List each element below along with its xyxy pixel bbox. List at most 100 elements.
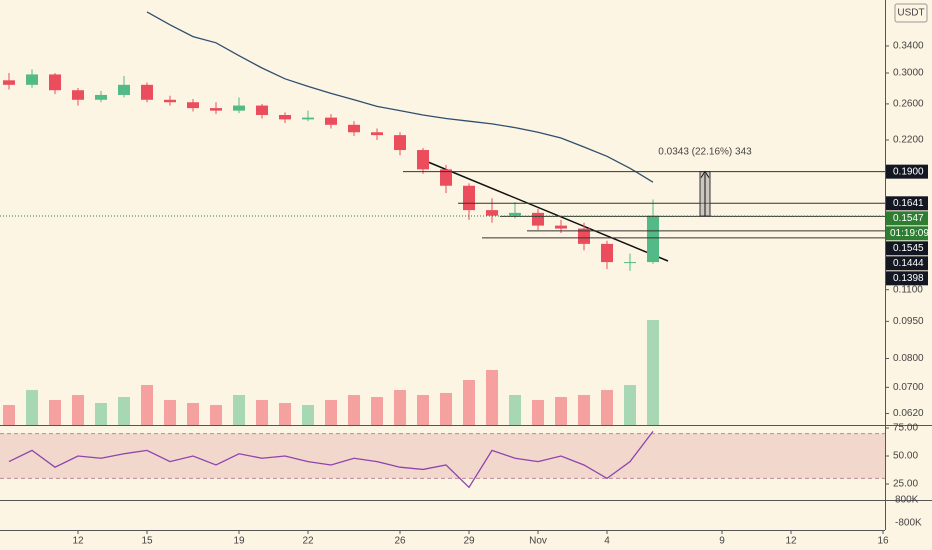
x-tick-label: 29 — [463, 536, 475, 547]
volume-bar — [302, 405, 314, 425]
price-tag-label: 0.1444 — [893, 258, 924, 269]
candle-body — [624, 262, 636, 264]
candle-body — [601, 243, 613, 263]
candle-body — [49, 74, 61, 91]
x-tick-label: 16 — [877, 536, 889, 547]
volume-bar — [394, 390, 406, 425]
volume-bar — [164, 400, 176, 425]
volume-bar — [486, 370, 498, 425]
rsi-tick-label: 75.00 — [893, 423, 918, 434]
candle-body — [95, 94, 107, 100]
volume-bar — [279, 403, 291, 425]
lower-pane-label: -800K — [895, 518, 922, 529]
price-tag — [886, 256, 928, 271]
volume-bar — [26, 390, 38, 425]
measure-arrowhead — [700, 170, 710, 178]
lower-pane-label: 800K — [895, 495, 919, 506]
candle-body — [417, 150, 429, 170]
price-tag-label: 0.1547 — [893, 213, 924, 224]
candle-body — [486, 210, 498, 216]
y-tick-label: 0.0950 — [893, 316, 924, 327]
price-tag-label: 0.1900 — [893, 166, 924, 177]
candle-body — [325, 117, 337, 125]
x-tick-label: 22 — [302, 536, 314, 547]
price-tag-label: 0.1641 — [893, 198, 924, 209]
x-tick-label: 15 — [141, 536, 153, 547]
price-tag — [886, 241, 928, 256]
moving-average — [146, 11, 654, 183]
volume-bar — [532, 400, 544, 425]
candle-body — [555, 225, 567, 229]
price-tag — [886, 211, 928, 226]
candle-body — [463, 185, 475, 211]
volume-bar — [417, 395, 429, 425]
currency: USDT — [897, 8, 924, 19]
price-tag-label: 0.1545 — [893, 243, 924, 254]
candle-body — [118, 84, 130, 95]
y-tick-label: 0.1100 — [893, 284, 923, 295]
volume-bar — [118, 397, 130, 425]
volume-bar — [371, 397, 383, 425]
x-tick-label: 12 — [72, 536, 84, 547]
candle-body — [210, 108, 222, 111]
candle-body — [164, 99, 176, 103]
candle-body — [187, 102, 199, 109]
y-tick-label: 0.3000 — [893, 68, 924, 79]
candle-body — [3, 80, 15, 85]
candle-body — [532, 212, 544, 226]
volume-bar — [348, 395, 360, 425]
x-tick-label: 12 — [785, 536, 797, 547]
volume-bar — [647, 320, 659, 425]
candle-body — [72, 90, 84, 100]
price-tag — [886, 164, 928, 179]
rsi-tick-label: 50.00 — [893, 451, 918, 462]
volume-bar — [325, 400, 337, 425]
currency-box — [894, 3, 928, 23]
y-tick-label: 0.0800 — [893, 353, 924, 364]
volume-bar — [95, 403, 107, 425]
y-tick-label: 0.2600 — [893, 99, 924, 110]
candle-body — [509, 212, 521, 216]
candle-body — [279, 114, 291, 120]
y-tick-label: 0.0620 — [893, 408, 924, 419]
volume-bar — [555, 397, 567, 425]
volume-bar — [463, 380, 475, 425]
price-tag-label: 0.1398 — [893, 273, 924, 284]
volume-bar — [624, 385, 636, 425]
trend-line — [427, 161, 669, 262]
y-tick-label: 0.0700 — [893, 382, 924, 393]
volume-bar — [210, 405, 222, 425]
candle-body — [440, 169, 452, 186]
rsi-line — [8, 430, 654, 489]
volume-bar — [72, 395, 84, 425]
volume-bar — [187, 403, 199, 425]
countdown: 01:19:09 — [890, 228, 929, 239]
x-tick-label: 9 — [719, 536, 725, 547]
rsi-band — [0, 433, 885, 479]
x-tick-label: 26 — [394, 536, 406, 547]
x-tick-label: 4 — [604, 536, 610, 547]
volume-bar — [509, 395, 521, 425]
candle-body — [302, 117, 314, 120]
measure-label: 0.0343 (22.16%) 343 — [658, 146, 752, 157]
x-tick-label: Nov — [529, 536, 547, 547]
price-tag — [886, 271, 928, 286]
rsi-tick-label: 25.00 — [893, 479, 918, 490]
volume-bar — [233, 395, 245, 425]
candle-body — [371, 132, 383, 136]
volume-bar — [141, 385, 153, 425]
candle-body — [256, 105, 268, 115]
volume-bar — [601, 390, 613, 425]
candle-body — [647, 215, 659, 263]
candle-body — [578, 228, 590, 244]
candle-body — [233, 105, 245, 111]
countdown-tag — [886, 226, 928, 241]
volume-bar — [49, 400, 61, 425]
volume-bar — [578, 395, 590, 425]
x-tick-label: 19 — [233, 536, 245, 547]
volume-bar — [256, 400, 268, 425]
y-tick-label: 0.2200 — [893, 135, 924, 146]
y-tick-label: 0.3400 — [893, 41, 924, 52]
